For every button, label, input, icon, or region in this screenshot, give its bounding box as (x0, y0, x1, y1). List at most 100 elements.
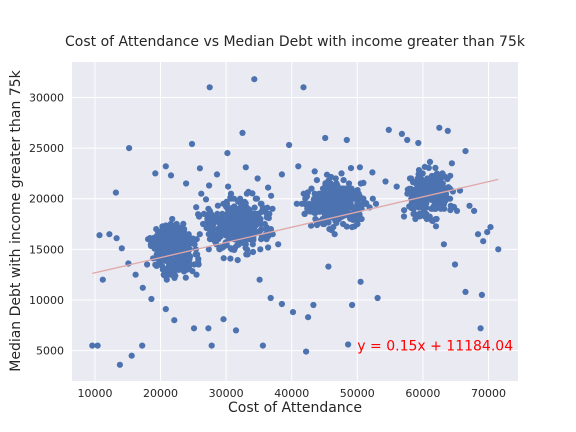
data-point (183, 266, 190, 273)
data-point (205, 231, 212, 238)
data-point (152, 170, 159, 177)
data-point (99, 276, 106, 283)
data-point (220, 255, 227, 262)
data-point (227, 231, 234, 238)
data-point (268, 192, 275, 199)
data-point (428, 172, 435, 180)
data-point (400, 213, 408, 220)
data-point (332, 217, 339, 224)
data-point (188, 140, 196, 148)
data-point (354, 187, 361, 194)
data-point (189, 268, 196, 275)
data-point (223, 216, 230, 223)
data-point (175, 230, 182, 237)
data-point (214, 210, 221, 217)
data-point (432, 223, 440, 230)
data-point (231, 246, 238, 253)
data-point (303, 348, 310, 355)
data-point (340, 177, 347, 184)
data-point (319, 185, 327, 192)
data-point (171, 274, 178, 281)
data-point (267, 226, 274, 233)
data-point (251, 204, 258, 211)
x-tick-label: 30000 (209, 387, 244, 400)
data-point (328, 173, 335, 181)
data-point (118, 245, 125, 252)
data-point (480, 238, 487, 245)
data-point (89, 342, 96, 349)
data-point (251, 76, 258, 83)
data-point (227, 255, 234, 262)
data-points (89, 76, 502, 368)
data-point (478, 291, 485, 298)
data-point (253, 195, 261, 202)
data-point (163, 276, 170, 283)
data-point (180, 255, 187, 262)
data-point (243, 190, 250, 197)
data-point (354, 205, 361, 212)
data-point (214, 202, 221, 209)
data-point (167, 220, 174, 228)
data-point (205, 246, 212, 253)
data-point (484, 229, 491, 236)
data-point (183, 180, 190, 187)
data-point (179, 246, 186, 253)
x-tick-label: 70000 (471, 387, 506, 400)
data-point (202, 196, 210, 203)
data-point (434, 173, 441, 180)
data-point (167, 172, 175, 179)
data-point (261, 220, 268, 228)
data-point (356, 164, 363, 171)
data-point (477, 325, 484, 332)
data-point (220, 200, 227, 207)
data-point (305, 200, 313, 207)
data-point (196, 165, 203, 172)
data-point (196, 231, 203, 238)
data-point (316, 190, 323, 197)
data-point (410, 210, 417, 217)
data-point (206, 84, 213, 91)
data-point (337, 208, 344, 215)
x-tick-labels: 10000 20000 30000 40000 50000 60000 70000 (77, 387, 506, 400)
data-point (250, 220, 257, 228)
data-point (207, 215, 214, 223)
data-point (148, 295, 155, 303)
data-point (440, 241, 447, 248)
data-point (331, 182, 338, 189)
data-point (313, 206, 320, 213)
data-point (193, 271, 200, 278)
data-point (437, 205, 444, 212)
data-point (200, 210, 207, 217)
data-point (216, 245, 223, 253)
data-point (112, 189, 119, 196)
data-point (351, 194, 358, 201)
x-tick-label: 50000 (340, 387, 375, 400)
data-point (173, 220, 180, 228)
data-point (106, 231, 113, 238)
data-point (227, 209, 234, 216)
data-point (495, 246, 502, 253)
y-tick-label: 10000 (29, 294, 64, 307)
data-point (451, 261, 459, 268)
data-point (267, 294, 274, 302)
data-point (310, 301, 317, 309)
data-point (442, 191, 449, 198)
data-point (181, 261, 189, 268)
data-point (324, 200, 331, 207)
data-point (487, 224, 494, 231)
data-point (185, 236, 192, 243)
data-point (246, 206, 253, 213)
x-tick-label: 60000 (405, 387, 440, 400)
data-point (317, 195, 324, 202)
y-tick-label: 25000 (29, 142, 64, 155)
data-point (322, 134, 329, 142)
data-point (320, 203, 327, 210)
data-point (153, 251, 160, 258)
data-point (159, 226, 166, 233)
data-point (183, 241, 190, 248)
data-point (307, 208, 314, 215)
data-point (210, 226, 217, 233)
data-point (195, 255, 202, 262)
data-point (303, 193, 311, 200)
data-point (159, 243, 167, 250)
